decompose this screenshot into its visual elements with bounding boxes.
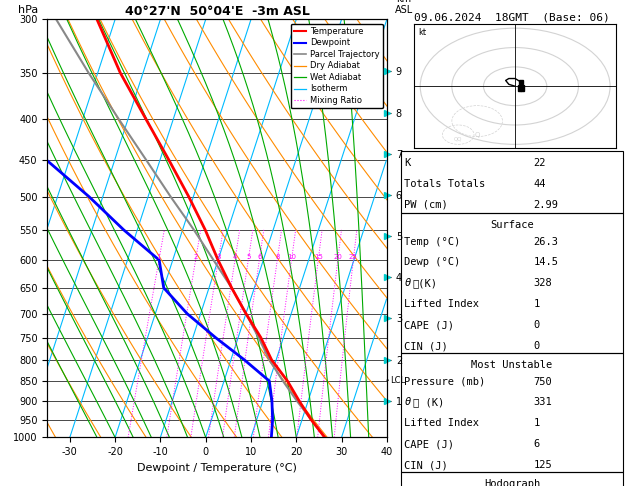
Text: 1: 1 [533, 299, 540, 309]
Text: 125: 125 [533, 460, 552, 470]
Text: CIN (J): CIN (J) [404, 341, 448, 351]
Text: 6: 6 [257, 254, 262, 260]
Text: 750: 750 [533, 377, 552, 386]
Text: 20: 20 [333, 254, 342, 260]
Text: 2: 2 [193, 254, 198, 260]
Text: 44: 44 [533, 179, 546, 189]
Text: 331: 331 [533, 398, 552, 407]
Text: 1: 1 [157, 254, 161, 260]
Text: Surface: Surface [490, 220, 534, 230]
Text: θ: θ [404, 398, 411, 407]
Text: 4: 4 [233, 254, 237, 260]
Text: 25: 25 [349, 254, 358, 260]
Text: Most Unstable: Most Unstable [471, 360, 553, 370]
Text: 0: 0 [533, 341, 540, 351]
Text: Temp (°C): Temp (°C) [404, 237, 460, 246]
Text: CIN (J): CIN (J) [404, 460, 448, 470]
Text: 6: 6 [533, 439, 540, 449]
X-axis label: Dewpoint / Temperature (°C): Dewpoint / Temperature (°C) [137, 463, 297, 473]
Text: 1: 1 [533, 418, 540, 428]
Text: θ: θ [404, 278, 411, 288]
Text: Totals Totals: Totals Totals [404, 179, 486, 189]
Text: PW (cm): PW (cm) [404, 200, 448, 210]
Text: CAPE (J): CAPE (J) [404, 439, 454, 449]
Text: km
ASL: km ASL [394, 0, 413, 15]
Legend: Temperature, Dewpoint, Parcel Trajectory, Dry Adiabat, Wet Adiabat, Isotherm, Mi: Temperature, Dewpoint, Parcel Trajectory… [291, 24, 382, 108]
Text: kt: kt [418, 28, 426, 37]
Text: 10: 10 [287, 254, 296, 260]
Text: QQ: QQ [454, 137, 462, 141]
Text: 26.3: 26.3 [533, 237, 559, 246]
Text: 328: 328 [533, 278, 552, 288]
Text: 5: 5 [246, 254, 250, 260]
Text: 14.5: 14.5 [533, 258, 559, 267]
Text: CAPE (J): CAPE (J) [404, 320, 454, 330]
Text: ᴇ (K): ᴇ (K) [413, 398, 444, 407]
Text: Pressure (mb): Pressure (mb) [404, 377, 486, 386]
Text: Hodograph: Hodograph [484, 479, 540, 486]
Text: 15: 15 [314, 254, 323, 260]
Title: 40°27'N  50°04'E  -3m ASL: 40°27'N 50°04'E -3m ASL [125, 5, 309, 18]
Text: 3: 3 [216, 254, 221, 260]
Text: Q: Q [474, 132, 480, 138]
Text: Lifted Index: Lifted Index [404, 299, 479, 309]
Text: hPa: hPa [18, 5, 38, 15]
Text: ᴇ(K): ᴇ(K) [413, 278, 438, 288]
Text: 2.99: 2.99 [533, 200, 559, 210]
Text: LCL: LCL [390, 376, 405, 384]
Text: 8: 8 [275, 254, 279, 260]
Text: 09.06.2024  18GMT  (Base: 06): 09.06.2024 18GMT (Base: 06) [414, 12, 610, 22]
Text: Dewp (°C): Dewp (°C) [404, 258, 460, 267]
Text: 22: 22 [533, 158, 546, 168]
Text: Lifted Index: Lifted Index [404, 418, 479, 428]
Text: 0: 0 [533, 320, 540, 330]
Text: K: K [404, 158, 411, 168]
